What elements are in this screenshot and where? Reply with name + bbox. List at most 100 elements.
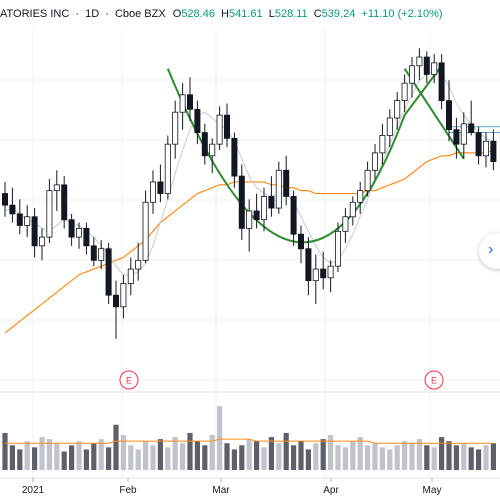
volume-bar [283,432,289,470]
volume-bar [468,447,474,470]
close-label: C [314,8,322,20]
candle-body [357,190,364,203]
volume-bar [39,437,45,470]
volume-bar [187,432,193,470]
candle-body [394,100,401,119]
volume-bar [32,447,38,470]
chevron-right-icon: › [488,241,494,258]
candle-body [460,123,467,145]
earnings-marker-label: E [126,376,132,386]
earnings-marker [119,370,139,390]
candle-body [61,184,68,221]
candle-body [127,268,134,284]
time-axis-label: Feb [119,485,137,496]
candle-body [24,216,31,226]
candle-body [482,140,489,157]
separator: · [105,8,109,20]
candle-body [371,152,378,171]
volume-bar [143,441,149,470]
volume-bar [254,441,260,470]
sma-long-line [4,149,494,334]
candle-body [297,233,304,250]
volume-bar [298,441,304,470]
separator: · [75,8,79,20]
candle-body [334,230,341,267]
volume-bar [328,435,334,470]
candle-body [9,204,16,215]
candle-body [76,227,83,238]
candle-body [179,94,186,113]
candle-body [342,216,349,232]
time-axis-label: 2021 [22,485,45,496]
candle-body [401,82,408,102]
time-axis-label: May [423,485,442,496]
candle-body [283,169,290,197]
candle-body [423,56,430,75]
candle-body [31,216,38,247]
scroll-to-realtime-button[interactable]: › [479,233,500,269]
volume-bar [439,437,445,470]
volume-bar [24,441,30,470]
candle-body [364,169,371,192]
candle-body [475,132,482,157]
volume-bar [202,445,208,470]
candle-body [268,196,275,209]
open-label: O [173,8,182,20]
change-value: +11.10 (+2.10%) [361,8,442,20]
volume-bar [305,449,311,470]
candle-body [142,201,149,261]
candle-body [2,193,8,206]
volume-bar [365,445,371,470]
candle-body [408,65,415,84]
candle-body [386,117,393,136]
volume-bar [17,449,23,470]
candle-body [238,175,245,229]
candle-body [68,219,75,238]
candle-body [490,140,497,162]
candle-body [468,123,475,133]
volume-bar [224,443,230,470]
candle-body [113,294,120,308]
volume-bar [372,443,378,470]
low-value: 528.11 [275,8,308,20]
candle-body [349,201,356,218]
volume-bar [231,449,237,470]
candle-body [172,111,179,145]
volume-bar [246,439,252,470]
volume-bar [409,443,415,470]
chart-grid [0,28,500,478]
volume-bar [69,445,75,470]
interval-label: 1D [85,8,99,20]
volume-bar [446,441,452,470]
time-axis-label: Mar [212,485,230,496]
candle-body [290,196,297,235]
candle-body [416,56,423,67]
candles [2,48,497,339]
candle-body [135,259,142,270]
earnings-marker-label: E [431,376,437,386]
volume-bar [268,437,274,470]
candle-body [16,213,23,226]
volume-bar [335,445,341,470]
volume-bar [165,447,171,470]
candle-body [216,114,223,145]
close-value: 539.24 [322,8,356,20]
candle-body [312,268,319,282]
candle-body [320,268,327,279]
candle-body [223,114,230,139]
candle-body [105,248,112,296]
high-label: H [221,8,229,20]
candle-body [327,265,334,279]
exchange-label: Cboe BZX [115,8,166,20]
volume-bar [342,447,348,470]
volume-bar [83,449,89,470]
volume-bar [113,424,119,470]
candle-body [253,210,260,221]
volume-bar [172,437,178,470]
candle-body [90,245,97,261]
volume-bar [46,439,52,470]
candle-body [157,181,164,194]
volume-bar [239,445,245,470]
